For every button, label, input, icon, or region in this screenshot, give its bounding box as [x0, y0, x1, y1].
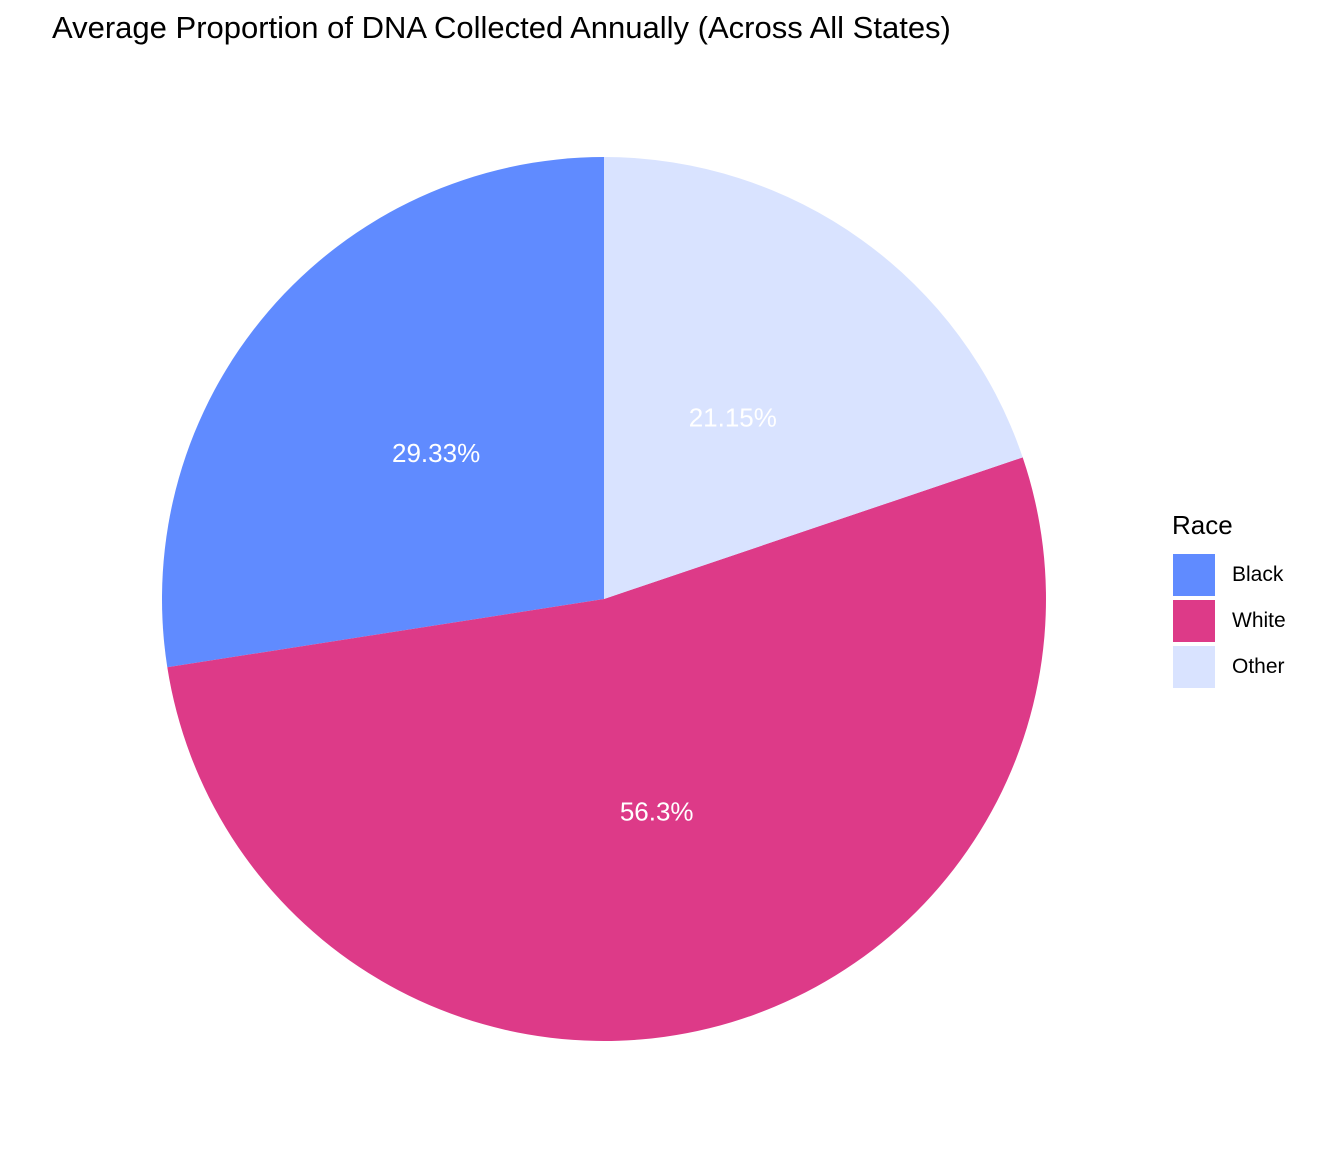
legend-label-black: Black	[1232, 563, 1284, 586]
pie-slice-black	[161, 157, 605, 668]
legend-item-other: Other	[1172, 644, 1286, 690]
legend-label-white: White	[1232, 609, 1286, 632]
legend-title: Race	[1172, 510, 1233, 540]
slice-label-other: 21.15%	[689, 402, 777, 432]
legend-item-white: White	[1172, 598, 1286, 644]
chart-title: Average Proportion of DNA Collected Annu…	[52, 10, 951, 45]
legend-key-other	[1172, 645, 1216, 689]
pie-slice-white	[167, 457, 1046, 1041]
legend-label-other: Other	[1232, 655, 1285, 678]
legend-key-black	[1172, 553, 1216, 597]
slice-label-white: 56.3%	[620, 797, 694, 827]
legend-item-black: Black	[1172, 552, 1286, 598]
slice-label-black: 29.33%	[392, 438, 480, 468]
legend-key-white	[1172, 599, 1216, 643]
legend: Race Black White Other	[1172, 508, 1286, 690]
pie-slice-other	[604, 157, 1023, 599]
